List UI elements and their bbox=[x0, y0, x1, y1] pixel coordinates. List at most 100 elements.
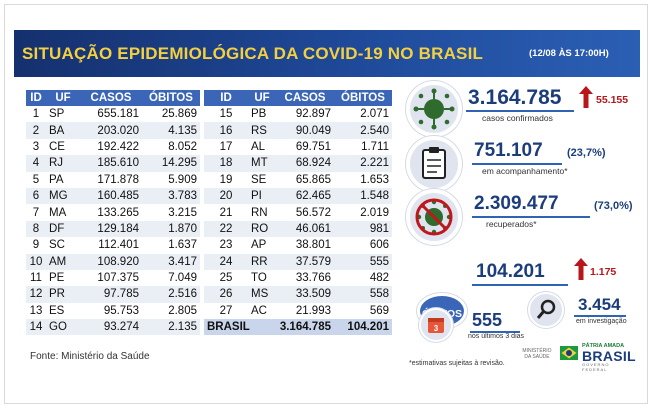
cell-id: 25 bbox=[204, 269, 248, 287]
cell-casos: 192.422 bbox=[80, 138, 142, 156]
investigation-circle bbox=[528, 292, 564, 328]
cell-obitos: 3.215 bbox=[142, 204, 200, 221]
cell-id: 11 bbox=[26, 269, 46, 287]
total-obitos: 104.201 bbox=[334, 319, 392, 336]
recovered-percent: (73,0%) bbox=[594, 200, 633, 212]
cell-uf: RJ bbox=[46, 155, 80, 172]
cell-uf: SE bbox=[248, 171, 276, 188]
table-row: 22 RO 46.061 981 bbox=[204, 220, 392, 238]
cell-id: 4 bbox=[26, 155, 46, 172]
table-row: 20 PI 62.465 1.548 bbox=[204, 187, 392, 205]
recovered-circle bbox=[406, 189, 462, 245]
cell-casos: 112.401 bbox=[80, 237, 142, 254]
col-header-uf: UF bbox=[248, 90, 276, 106]
cell-uf: AM bbox=[46, 253, 80, 270]
virus-icon bbox=[413, 88, 455, 130]
brazil-flag-icon bbox=[560, 346, 578, 360]
cell-uf: CE bbox=[46, 138, 80, 156]
cell-obitos: 1.711 bbox=[334, 138, 392, 156]
cell-id: 10 bbox=[26, 253, 46, 270]
table-row: 16 RS 90.049 2.540 bbox=[204, 122, 392, 139]
table-row: 9 SC 112.401 1.637 bbox=[26, 237, 200, 254]
table-row: 17 AL 69.751 1.711 bbox=[204, 138, 392, 156]
cell-id: 19 bbox=[204, 171, 248, 188]
table-row: 13 ES 95.753 2.805 bbox=[26, 302, 200, 320]
table-row: 18 MT 68.924 2.221 bbox=[204, 155, 392, 172]
cell-obitos: 558 bbox=[334, 286, 392, 303]
cell-obitos: 2.516 bbox=[142, 286, 200, 303]
table-row: 3 CE 192.422 8.052 bbox=[26, 138, 200, 156]
table-row: 11 PE 107.375 7.049 bbox=[26, 269, 200, 287]
virus-circle bbox=[406, 81, 462, 137]
cell-id: 6 bbox=[26, 187, 46, 205]
table-row: 14 GO 93.274 2.135 bbox=[26, 319, 200, 336]
cell-uf: RN bbox=[248, 204, 276, 221]
monitoring-value: 751.107 bbox=[474, 140, 543, 161]
cell-casos: 21.993 bbox=[276, 302, 334, 320]
cell-casos: 95.753 bbox=[80, 302, 142, 320]
cell-id: 17 bbox=[204, 138, 248, 156]
cell-uf: ES bbox=[46, 302, 80, 320]
cell-obitos: 4.135 bbox=[142, 122, 200, 139]
cell-casos: 171.878 bbox=[80, 171, 142, 188]
cell-casos: 133.265 bbox=[80, 204, 142, 221]
cell-casos: 107.375 bbox=[80, 269, 142, 287]
cell-uf: PA bbox=[46, 171, 80, 188]
cell-casos: 203.020 bbox=[80, 122, 142, 139]
table-row: 1 SP 655.181 25.869 bbox=[26, 106, 200, 123]
states-table-right: ID UF CASOS ÓBITOS 15 PB 92.897 2.071 16 RS 90… bbox=[204, 90, 392, 336]
cell-uf: PR bbox=[46, 286, 80, 303]
cell-casos: 68.924 bbox=[276, 155, 334, 172]
cell-id: 3 bbox=[26, 138, 46, 156]
col-header-obitos: ÓBITOS bbox=[142, 90, 200, 106]
monitoring-caption: em acompanhamento* bbox=[482, 166, 568, 176]
cell-casos: 185.610 bbox=[80, 155, 142, 172]
table-row: 24 RR 37.579 555 bbox=[204, 253, 392, 270]
cell-obitos: 14.295 bbox=[142, 155, 200, 172]
cell-casos: 655.181 bbox=[80, 106, 142, 123]
arrow-up-icon bbox=[574, 258, 588, 280]
cell-obitos: 3.783 bbox=[142, 187, 200, 205]
cell-obitos: 2.221 bbox=[334, 155, 392, 172]
brasil-logo: PÁTRIA AMADA BRASIL GOVERNO FEDERAL bbox=[560, 343, 636, 372]
investigation-caption: em investigação bbox=[576, 318, 627, 325]
confirmed-caption: casos confirmados bbox=[482, 113, 553, 123]
recovered-value: 2.309.477 bbox=[474, 193, 559, 214]
recovered-underline bbox=[472, 216, 590, 218]
cell-uf: SP bbox=[46, 106, 80, 123]
cell-obitos: 2.805 bbox=[142, 302, 200, 320]
deaths-underline bbox=[472, 284, 568, 286]
table-row: 23 AP 38.801 606 bbox=[204, 237, 392, 254]
cell-obitos: 7.049 bbox=[142, 269, 200, 287]
investigation-underline bbox=[574, 315, 626, 317]
last3days-value: 555 bbox=[472, 310, 503, 330]
table-row: 10 AM 108.920 3.417 bbox=[26, 253, 200, 270]
cell-casos: 38.801 bbox=[276, 237, 334, 254]
cell-id: 18 bbox=[204, 155, 248, 172]
cell-casos: 37.579 bbox=[276, 253, 334, 270]
table-row: 2 BA 203.020 4.135 bbox=[26, 122, 200, 139]
cell-id: 21 bbox=[204, 204, 248, 221]
cell-casos: 129.184 bbox=[80, 220, 142, 238]
monitoring-percent: (23,7%) bbox=[567, 147, 606, 159]
table-row: 27 AC 21.993 569 bbox=[204, 302, 392, 320]
cell-obitos: 569 bbox=[334, 302, 392, 320]
col-header-casos: CASOS bbox=[80, 90, 142, 106]
cell-obitos: 2.019 bbox=[334, 204, 392, 221]
table-row: 6 MG 160.485 3.783 bbox=[26, 187, 200, 205]
last3days-underline bbox=[470, 331, 520, 333]
cell-id: 9 bbox=[26, 237, 46, 254]
cell-id: 24 bbox=[204, 253, 248, 270]
ministerio-label: MINISTÉRIO DA SAÚDE bbox=[522, 348, 552, 360]
cell-obitos: 2.071 bbox=[334, 106, 392, 123]
cell-obitos: 981 bbox=[334, 220, 392, 238]
calendar-icon: 3 bbox=[428, 318, 444, 333]
cell-uf: RS bbox=[248, 122, 276, 139]
cell-casos: 62.465 bbox=[276, 187, 334, 205]
cell-uf: AL bbox=[248, 138, 276, 156]
svg-text:3: 3 bbox=[434, 324, 439, 333]
cell-casos: 33.509 bbox=[276, 286, 334, 303]
col-header-uf: UF bbox=[46, 90, 80, 106]
cell-uf: AC bbox=[248, 302, 276, 320]
cell-casos: 46.061 bbox=[276, 220, 334, 238]
